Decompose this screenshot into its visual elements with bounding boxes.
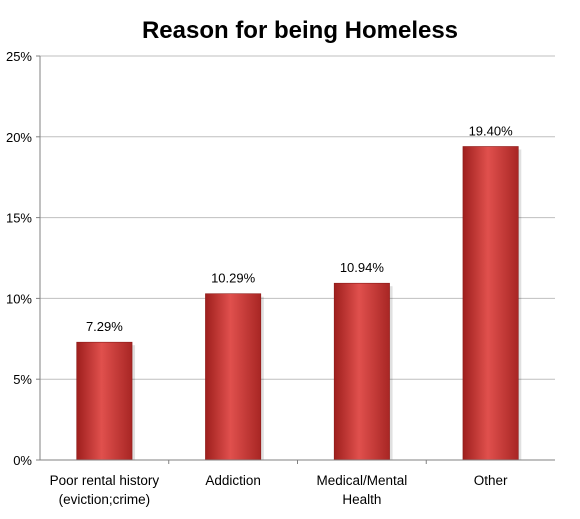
y-tick-label: 15% xyxy=(6,211,32,226)
y-axis: 0% 5% 10% 15% 20% 25% xyxy=(6,49,41,468)
y-tick-label: 5% xyxy=(13,372,32,387)
bar xyxy=(76,341,133,461)
y-tick-label: 20% xyxy=(6,130,32,145)
data-label: 10.94% xyxy=(340,260,385,275)
y-tick-label: 0% xyxy=(13,453,32,468)
data-labels: 7.29% 10.29% 10.94% 19.40% xyxy=(86,123,513,334)
x-axis: Poor rental history (eviction;crime) Addic… xyxy=(40,459,555,507)
chart-title: Reason for being Homeless xyxy=(142,17,458,44)
bar xyxy=(462,146,519,461)
x-tick-label: Health xyxy=(342,492,381,507)
y-tick-label: 25% xyxy=(6,49,32,64)
x-tick-label: Poor rental history xyxy=(50,473,160,488)
x-tick-label: Other xyxy=(474,473,508,488)
bars xyxy=(76,146,522,461)
x-tick-label: Addiction xyxy=(205,473,261,488)
data-label: 19.40% xyxy=(469,123,514,138)
bar xyxy=(333,282,390,461)
y-tick-label: 10% xyxy=(6,291,32,306)
bar xyxy=(205,293,262,461)
x-tick-label: (eviction;crime) xyxy=(59,492,151,507)
data-label: 7.29% xyxy=(86,319,123,334)
data-label: 10.29% xyxy=(211,271,256,286)
x-tick-label: Medical/Mental xyxy=(316,473,407,488)
